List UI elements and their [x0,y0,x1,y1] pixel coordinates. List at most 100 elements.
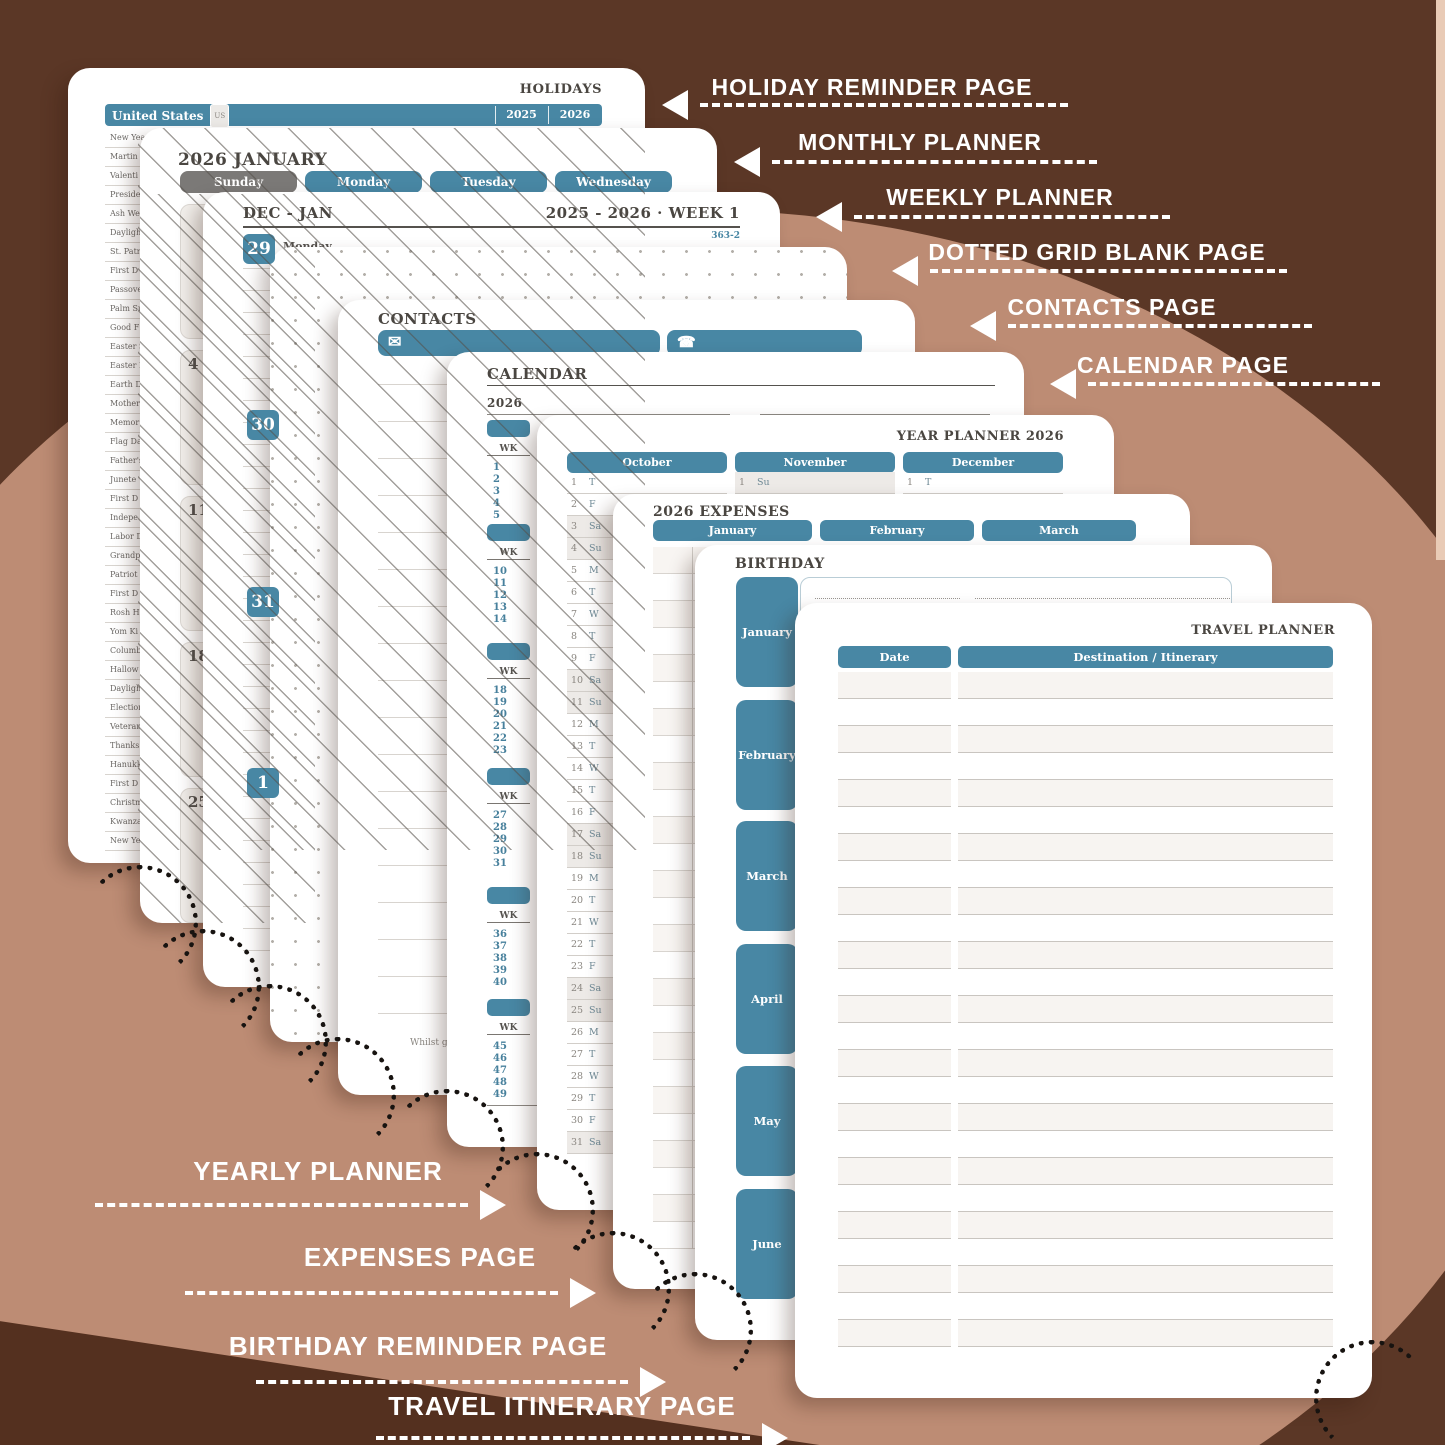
travel-destination-cell [958,1293,1333,1320]
calendar-week-number: 5 [493,510,500,521]
birthday-title: BIRTHDAY [735,556,825,572]
calendar-month-badge [487,524,530,541]
stitch-arc [1314,1340,1430,1445]
calendar-wk-label: WK [487,548,530,560]
birthday-month-tab: May [736,1066,798,1176]
callout-arrow-left-icon [816,202,842,232]
year-divider [548,106,549,124]
travel-date-cell [838,780,951,807]
calendar-title: CALENDAR [487,365,588,383]
background-edge-strip [1436,0,1445,560]
travel-date-cell [838,1050,951,1077]
stitch-arc [389,1089,505,1205]
calendar-week-number: 21 [493,721,507,732]
callout-arrow-left-icon [662,90,688,120]
callout-arrow-left-icon [734,147,760,177]
weekday-header: Sunday [180,171,297,193]
year-header-2025: 2025 [506,108,537,121]
year-divider [495,106,496,124]
callout-dash-line [772,160,1097,164]
callout-arrow-right-icon [570,1278,596,1308]
travel-destination-cell [958,699,1333,726]
page-travel-planner: TRAVEL PLANNER Date Destination / Itiner… [795,603,1372,1398]
callout-arrow-left-icon [1050,369,1076,399]
travel-destination-cell [958,780,1333,807]
travel-date-cell [838,1293,951,1320]
calendar-column-rule [760,414,990,415]
phone-icon: ☎ [677,333,696,351]
year-planner-month-header: October [567,452,727,473]
contacts-footnote: Whilst gre [410,1038,458,1048]
calendar-week-number: 14 [493,614,507,625]
callout-dash-line [1008,324,1312,328]
callout-dash-line [930,269,1287,273]
calendar-week-number: 23 [493,745,507,756]
travel-destination-cell [958,969,1333,996]
calendar-week-number: 46 [493,1053,507,1064]
callout-label: CONTACTS PAGE [1007,294,1217,320]
travel-date-cell [838,969,951,996]
calendar-wk-label: WK [487,911,530,923]
expenses-month-header: January [653,520,812,541]
weekly-date-badge: 29 [243,234,275,264]
weekly-date-badge: 30 [247,410,279,440]
month-day-number: 4 [188,355,199,373]
birthday-month-tab: April [736,944,798,1054]
travel-date-cell [838,1266,951,1293]
weekly-year-week: 2025 - 2026 · WEEK 1 [545,204,740,222]
callout-label: MONTHLY PLANNER [798,129,1042,155]
weekday-header: Tuesday [430,171,547,193]
calendar-week-number: 39 [493,965,507,976]
calendar-wk-label: WK [487,792,530,804]
calendar-bottom-rule [487,1105,542,1106]
travel-destination-cell [958,888,1333,915]
travel-destination-cell [958,1239,1333,1266]
travel-destination-cell [958,1320,1333,1347]
travel-date-cell [838,672,951,699]
callout-label: EXPENSES PAGE [303,1242,537,1272]
calendar-year: 2026 [487,396,523,410]
weekly-date-badge: 1 [247,768,279,798]
travel-destination-cell [958,1104,1333,1131]
travel-destination-cell [958,996,1333,1023]
travel-date-cell [838,1104,951,1131]
travel-col-destination: Destination / Itinerary [958,646,1333,668]
calendar-title-rule [487,385,995,386]
calendar-wk-label: WK [487,1023,530,1035]
callout-arrow-right-icon [762,1423,788,1445]
weekly-header-rule [243,226,740,228]
country-badge: US [210,104,230,128]
travel-col-date: Date [838,646,951,668]
stitch-arc [280,1037,396,1153]
travel-date-cell [838,753,951,780]
travel-destination-cell [958,1158,1333,1185]
calendar-week-number: 28 [493,822,507,833]
travel-date-cell [838,807,951,834]
calendar-month-badge [487,420,530,437]
travel-date-cell [838,942,951,969]
callout-dash-line [376,1436,750,1440]
callout-arrow-left-icon [970,311,996,341]
callout-label: TRAVEL ITINERARY PAGE [388,1391,736,1421]
travel-date-cell [838,1077,951,1104]
birthday-month-tab: June [736,1189,798,1299]
calendar-week-number: 4 [493,498,500,509]
callout-label: HOLIDAY REMINDER PAGE [711,74,1033,100]
travel-destination-cell [958,1050,1333,1077]
travel-date-cell [838,699,951,726]
calendar-week-number: 12 [493,590,507,601]
expenses-subcolumn-divider [692,547,693,1249]
travel-date-cell [838,861,951,888]
calendar-month-badge [487,768,530,785]
travel-date-cell [838,1320,951,1347]
calendar-wk-label: WK [487,667,530,679]
stitch-arc [479,1152,595,1268]
year-planner-day-row: 1 Su [735,472,895,494]
expenses-month-header: February [820,520,974,541]
holidays-title: HOLIDAYS [519,82,602,97]
calendar-week-number: 27 [493,810,507,821]
calendar-month-badge [487,999,530,1016]
callout-label: DOTTED GRID BLANK PAGE [928,239,1266,265]
travel-destination-cell [958,807,1333,834]
callout-dash-line [1088,382,1380,386]
